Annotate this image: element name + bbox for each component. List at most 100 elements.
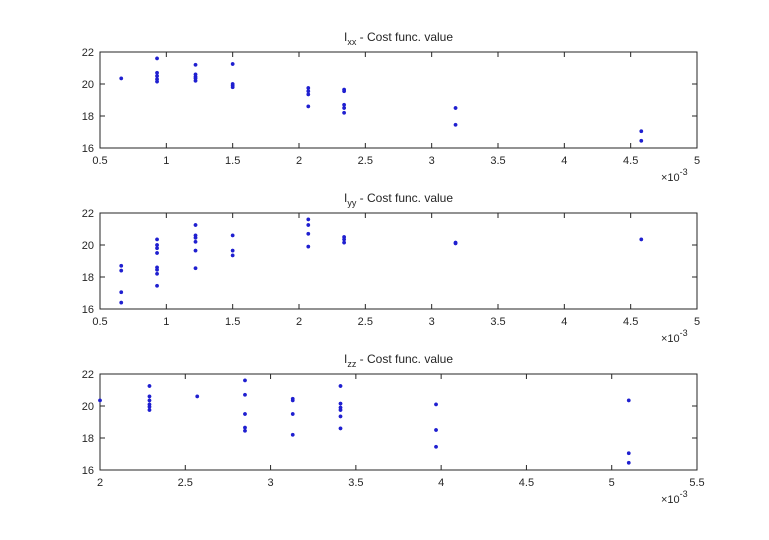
data-point (193, 239, 198, 244)
x-tick-label: 4.5 (623, 155, 638, 167)
data-point (639, 237, 644, 242)
data-point (338, 414, 343, 419)
data-point (195, 394, 200, 399)
data-point (230, 62, 235, 66)
data-point (306, 92, 311, 97)
subplot-3: 2 2.5 3 3.5 4 4.5 5 5.5 16 18 20 22 Izz - Cost func.… (82, 352, 705, 506)
data-point (230, 248, 235, 253)
data-point (434, 444, 438, 449)
data-point (626, 451, 631, 456)
x-tick-label: 1 (163, 316, 169, 328)
axes-box (99, 373, 698, 471)
subplot-title: Ixx - Cost func. value (344, 30, 453, 47)
exponent-base: ×10 (661, 172, 680, 184)
data-point (338, 384, 343, 388)
x-tick-label: 0.5 (92, 316, 107, 328)
data-point (147, 384, 152, 388)
data-point (147, 404, 152, 409)
data-point (306, 86, 311, 90)
data-point (155, 267, 159, 272)
data-point (193, 248, 198, 253)
x-tick-label: 3.5 (348, 477, 363, 489)
y-tick-label: 16 (82, 143, 94, 155)
data-point (155, 251, 159, 255)
data-point (155, 283, 159, 288)
data-point (290, 398, 295, 403)
exponent-power: -3 (680, 328, 688, 338)
subplot-title: Iyy - Cost func. value (344, 191, 453, 208)
subplot-title: Izz - Cost func. value (344, 352, 453, 369)
x-tick-label: 4.5 (623, 316, 638, 328)
exponent-base: ×10 (661, 494, 680, 506)
data-point (147, 394, 152, 399)
data-point (193, 62, 198, 67)
y-tick-label: 20 (82, 240, 94, 252)
axes-box (99, 212, 698, 310)
x-tick-label: 5 (694, 155, 700, 167)
data-point (342, 102, 347, 107)
y-tick-label: 20 (82, 401, 94, 413)
x-tick-label: 1.5 (225, 316, 240, 328)
x-tick-label: 3 (429, 155, 435, 167)
axes-box (99, 51, 698, 149)
exponent-base: ×10 (661, 333, 680, 345)
data-point (342, 106, 347, 110)
data-point (306, 231, 311, 236)
data-point (155, 79, 159, 84)
y-tick-label: 20 (82, 79, 94, 91)
y-tick-label: 18 (82, 272, 94, 284)
x-tick-label: 1 (163, 155, 169, 167)
data-point (338, 401, 343, 406)
data-point (147, 398, 152, 403)
data-point (193, 223, 198, 227)
data-point (639, 138, 644, 143)
data-point (155, 243, 159, 247)
data-point (230, 233, 235, 238)
data-point (243, 378, 247, 383)
y-tick-label: 18 (82, 433, 94, 445)
data-point (290, 412, 295, 416)
data-point (155, 271, 159, 276)
x-tick-label: 0.5 (92, 155, 107, 167)
x-tick-label: 3.5 (490, 316, 505, 328)
data-point (342, 89, 347, 94)
data-point (453, 241, 458, 246)
x-tick-label: 4 (561, 316, 567, 328)
data-point (342, 240, 347, 245)
data-point (155, 74, 159, 78)
data-point (155, 70, 159, 75)
x-tick-label: 2 (296, 155, 302, 167)
subplot-2: 0.5 1 1.5 2 2.5 3 3.5 4 4.5 5 16 18 20 22 Iyy - Cost f… (82, 191, 700, 345)
data-point (243, 425, 247, 430)
data-point (147, 408, 152, 412)
title-rest: - Cost func. value (356, 352, 453, 366)
x-tick-label: 5 (609, 477, 615, 489)
subplot-1: 0.5 1 1.5 2 2.5 3 3.5 4 4.5 5 16 18 20 22 Ixx - Cost f… (82, 30, 700, 184)
data-point (342, 237, 347, 242)
data-point (453, 122, 458, 127)
data-point (338, 426, 343, 431)
data-point (338, 408, 343, 412)
exponent-power: -3 (680, 167, 688, 177)
x-tick-label: 2 (97, 477, 103, 489)
data-point (306, 223, 311, 227)
y-tick-label: 22 (82, 208, 94, 220)
data-point (306, 104, 311, 109)
x-tick-label: 1.5 (225, 155, 240, 167)
data-point (626, 398, 631, 403)
x-exponent-label: ×10-3 (661, 328, 688, 345)
data-point (243, 412, 247, 416)
data-point (155, 237, 159, 242)
data-point (306, 89, 311, 94)
data-point (193, 266, 198, 271)
data-point (155, 56, 159, 61)
data-point (306, 217, 311, 222)
data-point (434, 402, 438, 407)
data-point (626, 460, 631, 465)
exponent-power: -3 (680, 489, 688, 499)
data-point (155, 246, 159, 251)
data-point (639, 129, 644, 134)
title-main: I (344, 30, 347, 44)
title-rest: - Cost func. value (356, 30, 453, 44)
